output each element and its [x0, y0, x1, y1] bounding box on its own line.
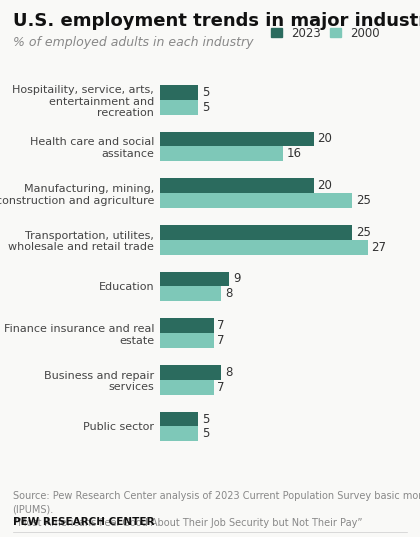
Text: 27: 27: [371, 241, 386, 254]
Text: 8: 8: [225, 287, 232, 300]
Bar: [160, 411, 198, 426]
Bar: [160, 286, 221, 301]
Bar: [160, 193, 352, 208]
Bar: [160, 272, 229, 286]
Bar: [160, 333, 213, 348]
Bar: [160, 225, 352, 240]
Text: 9: 9: [233, 272, 240, 286]
Bar: [160, 240, 368, 255]
Text: 5: 5: [202, 101, 209, 114]
Text: 7: 7: [218, 334, 225, 347]
Legend: 2023, 2000: 2023, 2000: [266, 22, 385, 45]
Bar: [160, 380, 213, 395]
Bar: [160, 178, 314, 193]
Text: PEW RESEARCH CENTER: PEW RESEARCH CENTER: [13, 517, 154, 527]
Bar: [160, 100, 198, 115]
Text: 5: 5: [202, 427, 209, 440]
Text: 5: 5: [202, 412, 209, 425]
Bar: [160, 147, 283, 162]
Bar: [160, 365, 221, 380]
Text: 16: 16: [286, 148, 302, 161]
Text: 7: 7: [218, 381, 225, 394]
Bar: [160, 318, 213, 333]
Text: 8: 8: [225, 366, 232, 379]
Text: 5: 5: [202, 86, 209, 99]
Text: Source: Pew Research Center analysis of 2023 Current Population Survey basic mon: Source: Pew Research Center analysis of …: [13, 491, 420, 528]
Text: % of employed adults in each industry: % of employed adults in each industry: [13, 36, 253, 49]
Bar: [160, 426, 198, 441]
Bar: [160, 132, 314, 147]
Text: U.S. employment trends in major industries: U.S. employment trends in major industri…: [13, 12, 420, 30]
Bar: [160, 85, 198, 100]
Text: 7: 7: [218, 319, 225, 332]
Text: 20: 20: [318, 133, 332, 146]
Text: 25: 25: [356, 226, 371, 239]
Text: 25: 25: [356, 194, 371, 207]
Text: 20: 20: [318, 179, 332, 192]
